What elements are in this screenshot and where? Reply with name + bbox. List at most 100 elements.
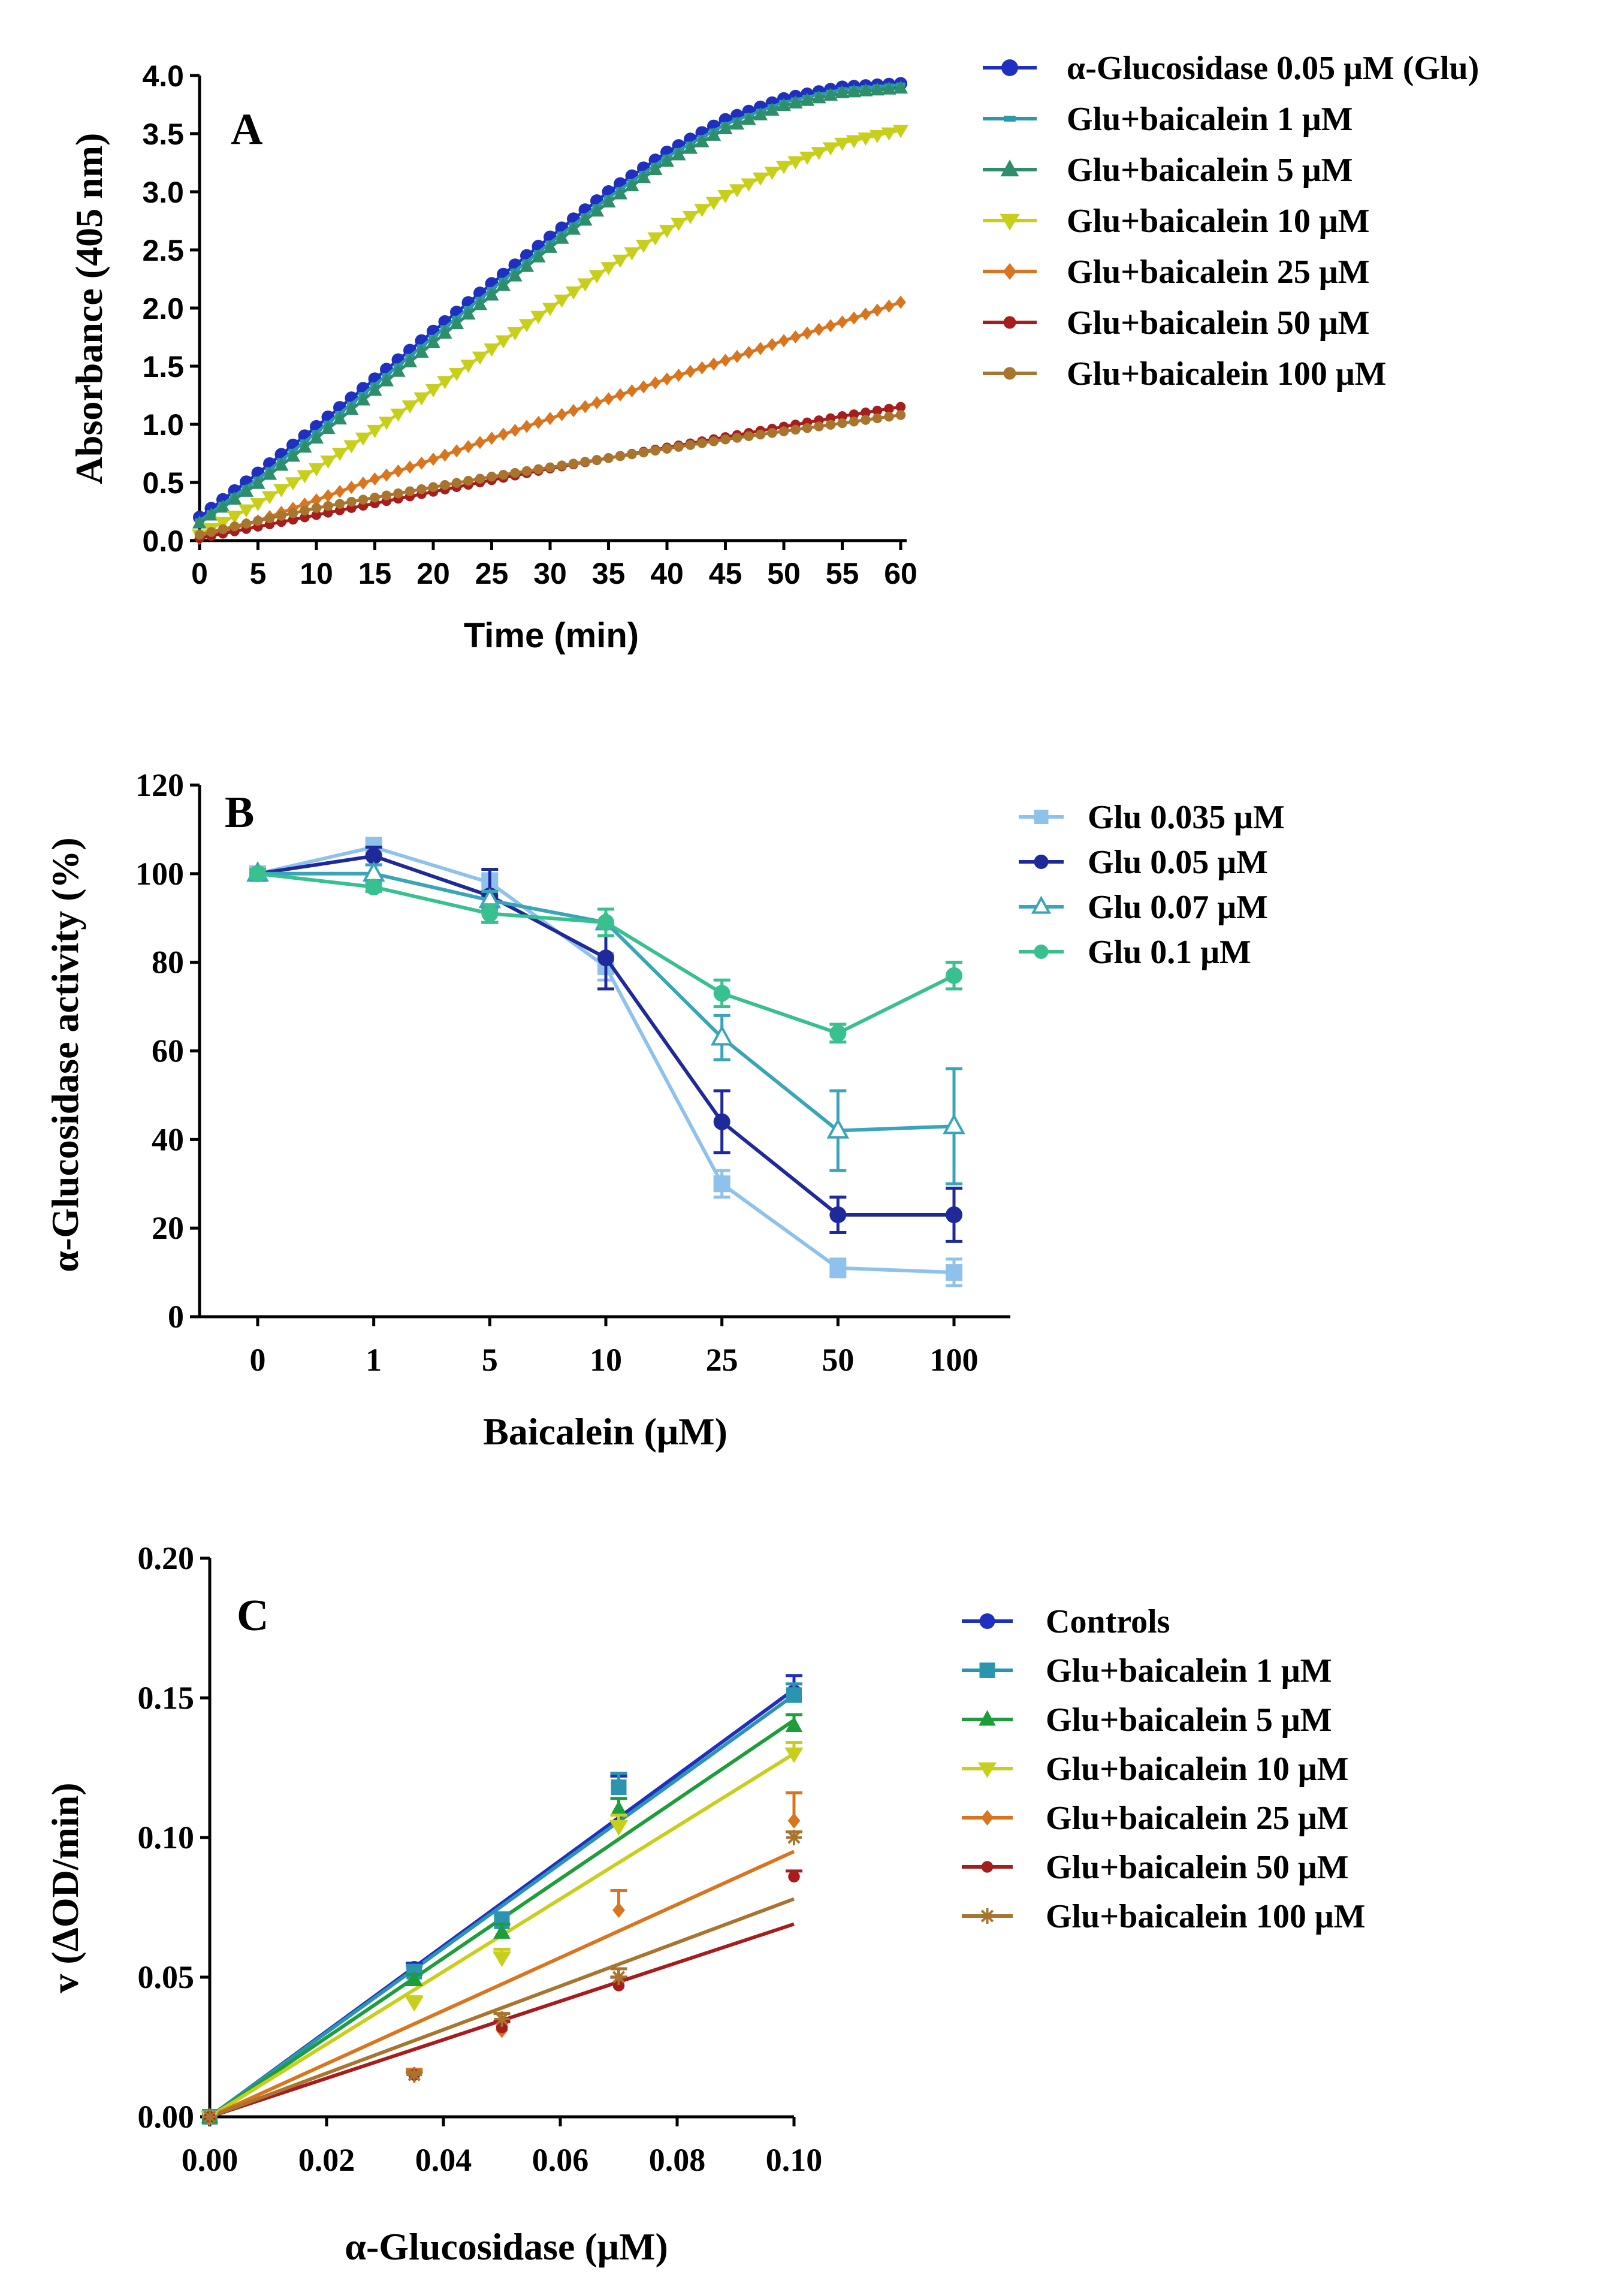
panel-c-letter: C — [237, 1591, 268, 1640]
panel-b: B 0 1 5 10 25 50 100 0 20 40 60 80 100 120 Baicalein … — [44, 767, 1285, 1453]
panel-c-x-tick-label: 0.02 — [298, 2142, 355, 2178]
panel-a-data-point — [261, 491, 278, 505]
panel-a-data-point — [521, 420, 532, 433]
panel-a-data-point — [414, 344, 429, 358]
panel-a-data-point — [650, 376, 661, 390]
panel-b-x-tick-label: 10 — [590, 1342, 622, 1378]
panel-a-data-point — [496, 277, 511, 291]
panel-a-data-point — [752, 172, 769, 186]
panel-a-data-point — [696, 361, 708, 375]
panel-a-legend-label: Glu+baicalein 1 μM — [1067, 101, 1353, 138]
panel-a-data-point — [591, 455, 602, 465]
panel-a-data-point — [428, 452, 439, 466]
panel-c-x-tick-label: 0.04 — [415, 2142, 472, 2178]
panel-a-data-point — [440, 480, 450, 490]
panel-a-data-point — [849, 417, 859, 427]
panel-a-y-tick-label: 1.0 — [142, 408, 184, 442]
panel-a-data-point — [346, 496, 357, 507]
panel-c-data-point — [202, 2109, 218, 2125]
panel-a-data-point — [404, 486, 415, 496]
panel-b-legend: Glu 0.035 μM Glu 0.05 μM Glu 0.07 μM Glu 0.… — [1019, 799, 1285, 971]
panel-b-series-glu-0-1-m — [249, 865, 962, 1044]
panel-a-data-point — [837, 418, 847, 429]
panel-a-data-point — [370, 492, 380, 503]
panel-a-data-point — [461, 306, 476, 320]
panel-c-legend-item-glu-baicalein-50-m: Glu+baicalein 50 μM — [962, 1849, 1348, 1886]
panel-a-legend-label: Glu+baicalein 25 μM — [1067, 254, 1369, 291]
panel-a-data-point — [393, 464, 404, 478]
panel-a-data-point — [892, 125, 909, 138]
panel-a-data-point — [460, 360, 476, 373]
panel-a-data-point — [705, 197, 722, 210]
panel-c-legend-marker — [981, 1861, 994, 1873]
panel-a-data-point — [519, 258, 535, 272]
panel-a-data-point — [401, 400, 418, 414]
panel-c-data-point — [612, 1980, 625, 1992]
panel-c-legend-label: Glu+baicalein 100 μM — [1046, 1898, 1365, 1935]
panel-a-data-point — [533, 415, 544, 429]
panel-a-legend-marker — [1003, 263, 1017, 280]
panel-a-data-point — [615, 388, 626, 402]
panel-a-data-point — [437, 376, 453, 390]
panel-a-data-point — [498, 427, 509, 441]
panel-a-data-point — [379, 373, 394, 387]
panel-a-data-point — [323, 500, 333, 511]
panel-a-data-point — [732, 433, 742, 443]
panel-a-data-point — [673, 369, 684, 382]
panel-a-data-point — [708, 436, 719, 446]
panel-a-data-point — [881, 127, 897, 141]
panel-a-data-point — [825, 319, 836, 333]
panel-a-data-point — [227, 511, 243, 524]
panel-a-data-point — [451, 478, 462, 488]
panel-a-data-point — [650, 445, 660, 456]
panel-a-data-point — [823, 88, 838, 101]
panel-b-data-point — [713, 1113, 730, 1130]
panel-a-data-point — [603, 453, 614, 463]
panel-a-data-point — [344, 402, 359, 415]
panel-a-legend-label: α-Glucosidase 0.05 μM (Glu) — [1067, 50, 1479, 87]
panel-a-data-point — [204, 507, 219, 521]
panel-c-data-point — [786, 1687, 802, 1703]
panel-a-data-point — [895, 295, 906, 309]
panel-a: A 0 5 10 15 20 25 30 35 40 45 50 55 60 0.0 0.5 1.0 1.5 2.… — [68, 50, 1479, 655]
panel-a-data-point — [834, 137, 850, 151]
panel-a-data-point — [729, 116, 745, 130]
panel-c-data-point — [786, 1830, 802, 1845]
panel-a-data-point — [647, 232, 663, 246]
panel-a-data-point — [870, 82, 885, 96]
panel-a-legend-item-glucosidase-0-05-m-glu: α-Glucosidase 0.05 μM (Glu) — [983, 50, 1479, 87]
panel-c-legend-item-controls: Controls — [962, 1603, 1170, 1640]
panel-b-x-tick-label: 5 — [482, 1342, 498, 1378]
panel-a-data-point — [814, 421, 824, 432]
panel-c-y-tick-label: 0.00 — [138, 2099, 195, 2135]
panel-a-data-point — [578, 212, 593, 226]
panel-a-data-point — [358, 476, 369, 490]
panel-b-data-point — [710, 1025, 733, 1046]
panel-c-legend-item-glu-baicalein-1-m: Glu+baicalein 1 μM — [962, 1652, 1332, 1689]
panel-a-data-point — [448, 367, 465, 381]
panel-a-data-point — [601, 194, 616, 208]
panel-a-data-point — [765, 102, 780, 116]
panel-a-data-point — [274, 457, 289, 471]
panel-a-data-point — [355, 392, 371, 406]
panel-a-data-point — [311, 510, 322, 520]
panel-c-series-glu-baicalein-100-m — [202, 1830, 802, 2125]
panel-a-data-point — [498, 469, 509, 480]
panel-b-y-axis-title: α-Glucosidase activity (%) — [44, 837, 86, 1272]
panel-c-legend-marker — [979, 1613, 995, 1629]
panel-c-fit-line-glu-baicalein-1-m — [209, 1693, 795, 2119]
panel-a-data-point — [192, 515, 207, 529]
panel-a-data-point — [425, 384, 442, 397]
panel-a-data-point — [475, 473, 485, 484]
panel-a-data-point — [577, 278, 593, 292]
panel-a-data-point — [811, 147, 827, 161]
panel-b-data-point — [597, 949, 614, 967]
panel-a-data-point — [741, 111, 756, 125]
panel-c-legend-marker — [979, 1908, 995, 1924]
panel-a-data-point — [802, 326, 813, 340]
panel-c-legend-label: Glu+baicalein 1 μM — [1046, 1652, 1332, 1689]
panel-c: C 0.00 0.02 0.04 0.06 0.08 0.100.000.050.100.… — [44, 1540, 1365, 2268]
panel-a-data-point — [822, 142, 839, 156]
panel-b-legend-label: Glu 0.035 μM — [1088, 799, 1285, 836]
panel-a-data-point — [659, 153, 675, 167]
